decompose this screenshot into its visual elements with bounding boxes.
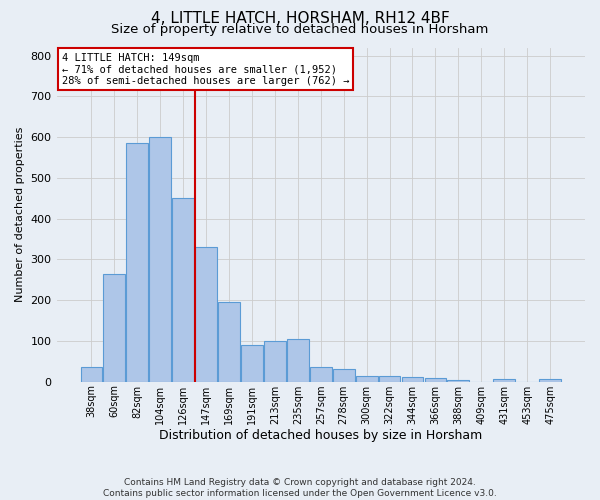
Bar: [379, 376, 400, 382]
Bar: [241, 345, 263, 382]
Bar: [310, 368, 332, 382]
Bar: [172, 198, 194, 382]
Bar: [127, 144, 148, 382]
Bar: [103, 274, 125, 382]
Bar: [195, 247, 217, 382]
Bar: [448, 380, 469, 382]
Bar: [356, 376, 377, 382]
Y-axis label: Number of detached properties: Number of detached properties: [15, 127, 25, 302]
Bar: [287, 339, 309, 382]
X-axis label: Distribution of detached houses by size in Horsham: Distribution of detached houses by size …: [159, 430, 482, 442]
Bar: [425, 378, 446, 382]
Text: Size of property relative to detached houses in Horsham: Size of property relative to detached ho…: [112, 22, 488, 36]
Bar: [218, 302, 240, 382]
Bar: [493, 379, 515, 382]
Text: 4 LITTLE HATCH: 149sqm
← 71% of detached houses are smaller (1,952)
28% of semi-: 4 LITTLE HATCH: 149sqm ← 71% of detached…: [62, 52, 349, 86]
Bar: [401, 377, 424, 382]
Text: 4, LITTLE HATCH, HORSHAM, RH12 4BF: 4, LITTLE HATCH, HORSHAM, RH12 4BF: [151, 11, 449, 26]
Text: Contains HM Land Registry data © Crown copyright and database right 2024.
Contai: Contains HM Land Registry data © Crown c…: [103, 478, 497, 498]
Bar: [80, 368, 103, 382]
Bar: [264, 341, 286, 382]
Bar: [149, 137, 171, 382]
Bar: [539, 379, 561, 382]
Bar: [333, 370, 355, 382]
